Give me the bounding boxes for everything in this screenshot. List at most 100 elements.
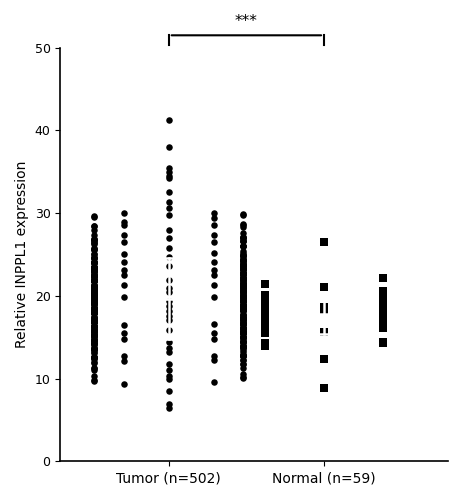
Point — [379, 318, 387, 326]
Point — [239, 292, 247, 300]
Point — [165, 198, 173, 206]
Point — [239, 320, 247, 328]
Point — [239, 337, 247, 345]
Point — [320, 384, 328, 392]
Point — [91, 286, 98, 294]
Point — [91, 376, 98, 384]
Point — [91, 366, 98, 374]
Point — [239, 314, 247, 322]
Point — [91, 276, 98, 284]
Point — [239, 270, 247, 278]
Point — [91, 258, 98, 266]
Point — [239, 374, 247, 382]
Point — [239, 258, 247, 266]
Point — [91, 304, 98, 312]
Point — [91, 314, 98, 322]
Point — [239, 360, 247, 368]
Point — [239, 312, 247, 320]
Point — [239, 288, 247, 296]
Point — [239, 242, 247, 250]
Point — [91, 282, 98, 290]
Point — [261, 299, 269, 307]
Point — [239, 312, 247, 320]
Point — [239, 283, 247, 291]
Point — [91, 271, 98, 279]
Point — [239, 292, 247, 300]
Point — [239, 224, 247, 232]
Point — [239, 274, 247, 281]
Point — [261, 298, 269, 306]
Point — [210, 249, 217, 257]
Point — [239, 297, 247, 305]
Point — [91, 308, 98, 316]
Point — [239, 264, 247, 272]
Point — [261, 322, 269, 330]
Point — [120, 266, 128, 274]
Point — [239, 306, 247, 314]
Point — [239, 325, 247, 333]
Point — [239, 255, 247, 263]
Point — [91, 312, 98, 320]
Point — [320, 304, 328, 312]
Point — [261, 316, 269, 324]
Point — [120, 330, 128, 338]
Point — [91, 323, 98, 331]
Point — [261, 308, 269, 316]
Point — [91, 298, 98, 306]
Point — [91, 330, 98, 338]
Point — [91, 318, 98, 326]
Point — [239, 292, 247, 300]
Point — [239, 262, 247, 270]
Point — [91, 299, 98, 307]
Point — [91, 300, 98, 308]
Point — [120, 352, 128, 360]
Point — [91, 300, 98, 308]
Point — [91, 296, 98, 304]
Point — [91, 290, 98, 298]
Point — [91, 308, 98, 316]
Point — [379, 306, 387, 314]
Point — [210, 330, 217, 338]
Point — [239, 314, 247, 322]
Point — [91, 222, 98, 230]
Point — [91, 264, 98, 272]
Point — [91, 264, 98, 272]
Point — [91, 326, 98, 334]
Point — [91, 318, 98, 326]
Point — [91, 294, 98, 302]
Point — [379, 313, 387, 321]
Point — [91, 364, 98, 372]
Point — [120, 218, 128, 226]
Point — [91, 254, 98, 262]
Point — [165, 298, 173, 306]
Point — [239, 324, 247, 332]
Point — [239, 280, 247, 287]
Point — [165, 360, 173, 368]
Point — [379, 320, 387, 328]
Point — [239, 351, 247, 359]
Point — [91, 309, 98, 317]
Point — [379, 288, 387, 296]
Point — [379, 338, 387, 346]
Point — [239, 276, 247, 283]
Point — [91, 296, 98, 304]
Point — [261, 298, 269, 306]
Point — [239, 343, 247, 351]
Point — [165, 372, 173, 380]
Point — [239, 356, 247, 364]
Point — [210, 352, 217, 360]
Point — [379, 338, 387, 346]
Point — [239, 287, 247, 295]
Point — [91, 332, 98, 340]
Point — [239, 328, 247, 336]
Point — [91, 317, 98, 325]
Point — [91, 212, 98, 220]
Point — [239, 324, 247, 332]
Point — [120, 320, 128, 328]
Point — [91, 354, 98, 362]
Point — [91, 318, 98, 326]
Point — [239, 269, 247, 277]
Point — [91, 271, 98, 279]
Point — [165, 168, 173, 176]
Point — [91, 304, 98, 312]
